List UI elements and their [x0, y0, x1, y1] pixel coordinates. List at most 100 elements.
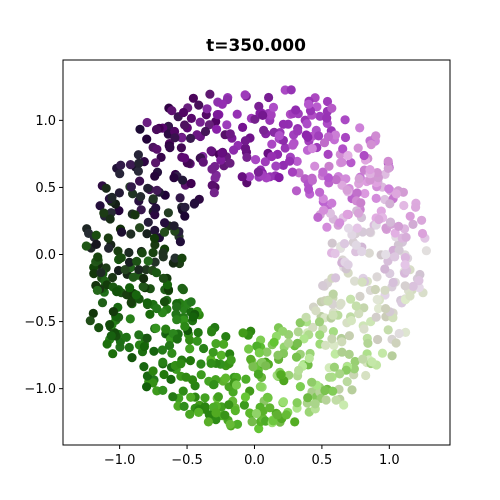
scatter-point [241, 374, 251, 384]
scatter-point [271, 161, 281, 171]
scatter-point [188, 93, 198, 103]
scatter-point [232, 109, 242, 119]
scatter-point [92, 285, 102, 295]
scatter-point [239, 400, 249, 410]
scatter-point [310, 161, 320, 171]
scatter-point [254, 348, 264, 358]
scatter-point [150, 257, 160, 267]
scatter-point [219, 339, 229, 349]
scatter-point [384, 184, 394, 194]
scatter-point [287, 167, 298, 177]
scatter-point [278, 326, 288, 336]
scatter-point [335, 369, 345, 379]
scatter-point [172, 315, 182, 325]
scatter-point [209, 188, 219, 198]
scatter-point [142, 117, 152, 128]
scatter-point [262, 347, 272, 357]
scatter-point [360, 188, 370, 199]
scatter-point [291, 186, 302, 196]
scatter-point [152, 185, 162, 195]
scatter-point [350, 356, 360, 367]
scatter-point [226, 355, 236, 365]
scatter-point [176, 359, 186, 369]
scatter-point [225, 129, 235, 139]
scatter-point [292, 338, 303, 348]
scatter-point [116, 160, 126, 170]
scatter-point [151, 268, 162, 278]
scatter-point [339, 400, 349, 410]
scatter-point [240, 136, 250, 146]
scatter-point [322, 113, 332, 123]
scatter-point [88, 308, 98, 318]
scatter-point [400, 253, 410, 263]
scatter-point [336, 298, 346, 308]
scatter-point [320, 385, 330, 396]
scatter-point [142, 298, 152, 308]
scatter-point [159, 297, 170, 307]
scatter-point [180, 120, 190, 130]
scatter-point [105, 214, 115, 224]
scatter-point [143, 256, 153, 266]
scatter-point [89, 269, 99, 279]
scatter-point [318, 281, 328, 291]
scatter-point [186, 297, 196, 307]
scatter-point [137, 248, 147, 258]
scatter-point [121, 332, 131, 342]
scatter-point [238, 328, 248, 338]
scatter-point [142, 333, 152, 343]
scatter-point [139, 362, 149, 372]
scatter-point [122, 290, 132, 300]
scatter-point [372, 168, 382, 178]
scatter-point [380, 264, 390, 274]
scatter-point [364, 248, 374, 258]
scatter-point [107, 192, 117, 202]
scatter-point [343, 223, 354, 233]
scatter-point [213, 392, 223, 402]
scatter-point [95, 201, 105, 211]
scatter-point [351, 301, 361, 311]
scatter-point [387, 351, 397, 361]
scatter-point [166, 374, 176, 384]
scatter-point [178, 107, 189, 118]
scatter-point [102, 339, 112, 349]
scatter-point [240, 143, 251, 153]
scatter-point [131, 290, 141, 300]
scatter-point [244, 344, 254, 354]
scatter-point [143, 183, 153, 193]
scatter-point [259, 125, 269, 135]
scatter-point [148, 366, 158, 376]
scatter-point [204, 120, 214, 130]
scatter-point [151, 323, 161, 333]
scatter-point [330, 130, 341, 140]
scatter-point [134, 265, 144, 275]
scatter-point [245, 408, 255, 418]
scatter-point [329, 362, 339, 372]
scatter-point [216, 350, 226, 360]
scatter-point [202, 104, 212, 114]
scatter-point [323, 149, 333, 159]
scatter-point [354, 309, 364, 319]
scatter-point [165, 143, 175, 153]
scatter-point [142, 382, 152, 392]
scatter-point [163, 208, 173, 218]
scatter-point [400, 260, 410, 270]
scatter-point [342, 185, 352, 195]
scatter-point [405, 291, 415, 301]
scatter-point [139, 341, 149, 352]
scatter-point [192, 336, 202, 346]
scatter-point [262, 392, 273, 402]
scatter-point [172, 334, 182, 344]
scatter-point [264, 92, 274, 103]
scatter-point [195, 117, 205, 127]
scatter-point [168, 392, 178, 402]
scatter-point [128, 189, 138, 199]
y-tick-label: −0.5 [24, 315, 56, 330]
scatter-point [352, 223, 362, 233]
scatter-point [158, 385, 168, 395]
scatter-point [149, 346, 159, 356]
scatter-point [211, 339, 221, 349]
scatter-point [211, 408, 221, 418]
scatter-point [293, 327, 303, 337]
scatter-point [198, 157, 208, 167]
scatter-point [327, 198, 337, 208]
